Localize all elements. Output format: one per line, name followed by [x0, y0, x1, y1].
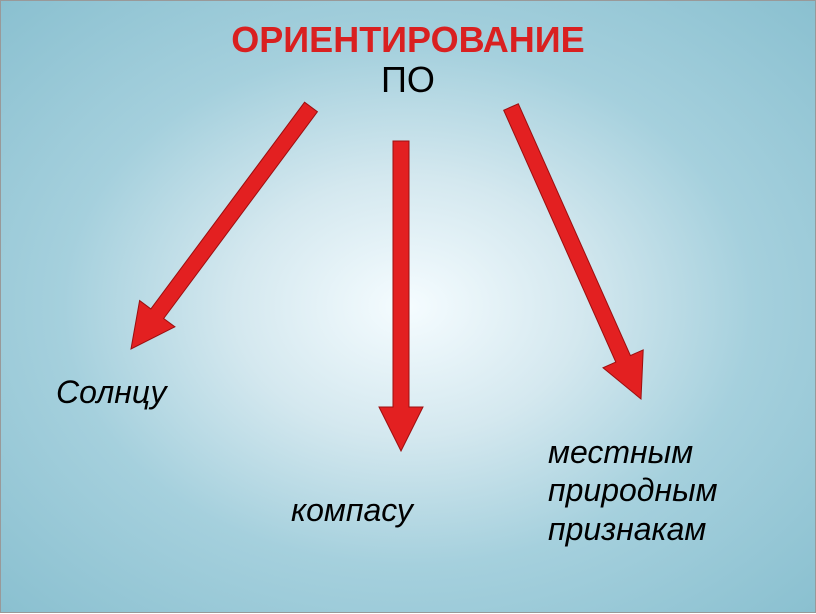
arrow-center	[379, 141, 423, 451]
label-compass: компасу	[291, 491, 413, 529]
label-local: местнымприроднымпризнакам	[548, 433, 718, 548]
title-text: ОРИЕНТИРОВАНИЕ	[1, 19, 815, 61]
arrow-right	[504, 104, 644, 399]
arrow-left	[131, 102, 317, 349]
slide-background: ОРИЕНТИРОВАНИЕ ПО Солнцу компасу местным…	[0, 0, 816, 613]
label-sun: Солнцу	[56, 373, 167, 411]
subtitle-text: ПО	[1, 59, 815, 101]
